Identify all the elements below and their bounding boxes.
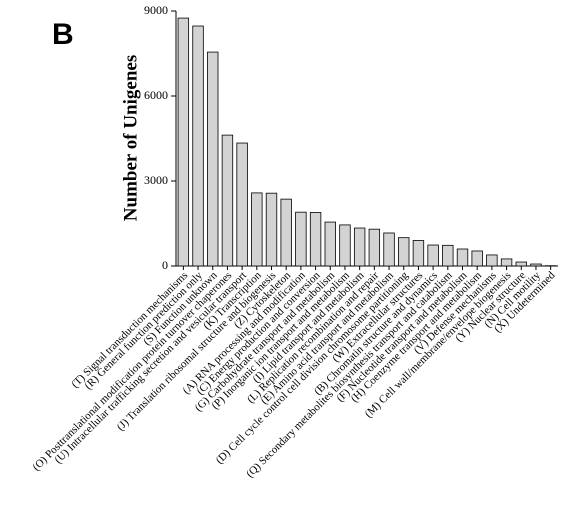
bar <box>515 261 527 267</box>
bar <box>251 192 263 267</box>
bar <box>530 263 542 267</box>
bar <box>265 192 278 267</box>
bar <box>398 237 410 267</box>
y-tick-label: 3000 <box>144 173 168 187</box>
y-tick-label: 6000 <box>144 88 168 102</box>
bar <box>486 254 498 267</box>
y-axis-label: Number of Unigenes <box>120 55 141 221</box>
bar <box>471 250 483 267</box>
bar <box>192 25 204 267</box>
bar <box>221 134 234 267</box>
bar <box>456 248 469 267</box>
y-tick-label: 0 <box>162 258 168 272</box>
bar <box>295 211 307 267</box>
bar <box>207 51 219 267</box>
bar <box>368 228 381 267</box>
bar <box>383 232 395 267</box>
bar <box>353 227 366 267</box>
bar <box>280 198 292 267</box>
y-tick-label: 9000 <box>144 3 168 17</box>
bar <box>412 240 425 267</box>
bar <box>236 142 248 267</box>
panel-label: B <box>52 18 74 51</box>
bar <box>442 244 454 267</box>
bar <box>339 224 351 267</box>
bar <box>427 244 439 267</box>
bar <box>177 17 190 267</box>
bar <box>309 212 322 267</box>
bar <box>324 221 336 267</box>
bar <box>500 258 513 267</box>
